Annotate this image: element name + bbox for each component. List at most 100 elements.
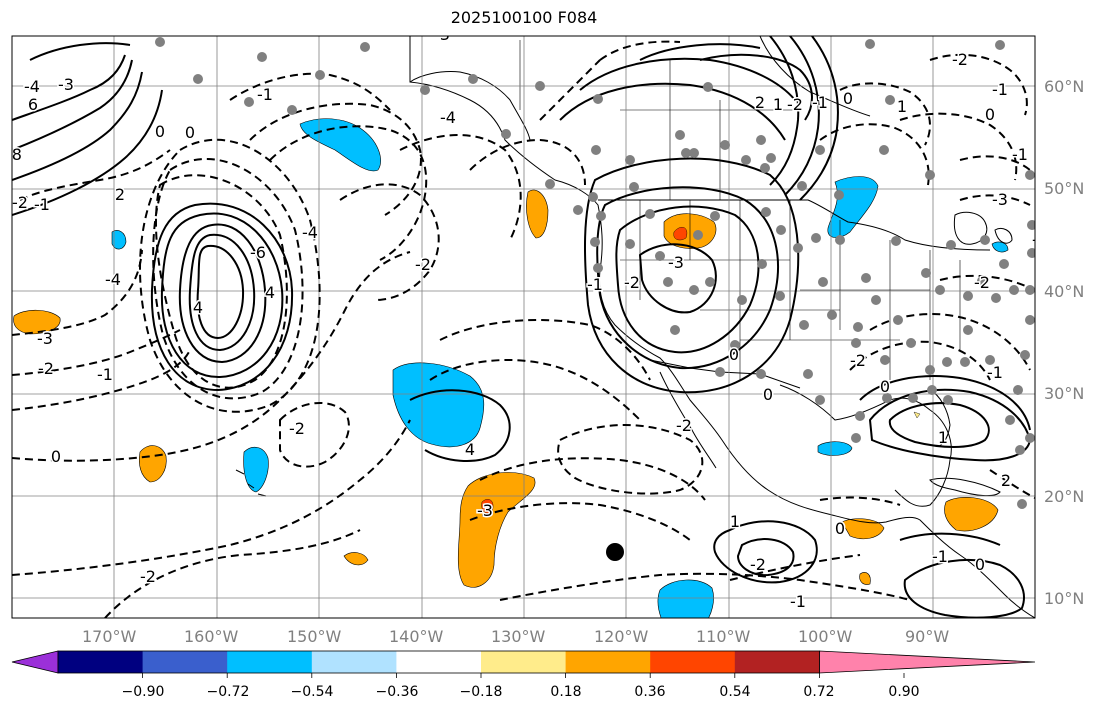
station-dot bbox=[871, 295, 881, 305]
contour-label: -1 bbox=[987, 363, 1003, 382]
station-dot bbox=[593, 263, 603, 273]
contour-label: -1 bbox=[34, 195, 50, 214]
station-dot bbox=[593, 94, 603, 104]
station-dot bbox=[625, 239, 635, 249]
station-dot bbox=[1025, 315, 1035, 325]
station-dot bbox=[1027, 220, 1035, 230]
colorbar-tick-label: 0.54 bbox=[719, 684, 751, 700]
station-dot bbox=[693, 230, 703, 240]
colorbar-segment bbox=[142, 651, 228, 673]
station-dot bbox=[925, 365, 935, 375]
contour-label: -3 bbox=[434, 25, 450, 44]
station-dot bbox=[1020, 350, 1030, 360]
orange-region bbox=[859, 572, 871, 585]
hudson-bay bbox=[759, 36, 871, 117]
contour-label: -2 bbox=[140, 567, 156, 586]
contour-label: -2 bbox=[38, 359, 54, 378]
gridlines bbox=[12, 36, 1035, 618]
contour-label: -4 bbox=[105, 270, 121, 289]
lat-label-20n: 20°N bbox=[1044, 487, 1085, 506]
station-dot bbox=[811, 233, 821, 243]
lat-label-40n: 40°N bbox=[1044, 282, 1085, 301]
contour-label: 1 bbox=[897, 97, 907, 116]
station-dot bbox=[906, 338, 916, 348]
colorbar-tick-label: −0.36 bbox=[375, 684, 419, 700]
orange-region bbox=[944, 497, 999, 532]
station-dot bbox=[815, 395, 825, 405]
station-dot bbox=[985, 355, 995, 365]
station-dot bbox=[1015, 445, 1025, 455]
station-dot bbox=[591, 145, 601, 155]
contour-label: -3 bbox=[668, 253, 684, 272]
station-dot bbox=[865, 39, 875, 49]
station-dot bbox=[963, 325, 973, 335]
lat-label-50n: 50°N bbox=[1044, 179, 1085, 198]
contour-label: -4 bbox=[302, 223, 318, 242]
contour-label: -1 bbox=[1012, 145, 1028, 164]
contour-label: -4 bbox=[24, 77, 40, 96]
orange-region bbox=[841, 518, 885, 540]
station-dot bbox=[420, 85, 430, 95]
station-dot bbox=[645, 209, 655, 219]
station-dot bbox=[960, 357, 970, 367]
station-dot bbox=[879, 145, 889, 155]
colorbar-extend-max bbox=[819, 650, 1036, 674]
contour-label: -3 bbox=[58, 75, 74, 94]
contour-label: 1 bbox=[938, 428, 948, 447]
station-dot bbox=[629, 182, 639, 192]
contour-label: -4 bbox=[440, 108, 456, 127]
station-dot bbox=[797, 181, 807, 191]
station-dot bbox=[761, 207, 771, 217]
colorbar-segment bbox=[734, 651, 820, 673]
colorbar-segment bbox=[650, 651, 736, 673]
colorbar-tick-label: −0.90 bbox=[121, 684, 165, 700]
contour-label: -1 bbox=[587, 275, 603, 294]
station-dot bbox=[980, 235, 990, 245]
station-dot bbox=[710, 211, 720, 221]
station-dot bbox=[1017, 499, 1027, 509]
station-dot bbox=[851, 338, 861, 348]
station-dot bbox=[853, 322, 863, 332]
station-dot bbox=[834, 190, 844, 200]
contour-label: -2 bbox=[952, 50, 968, 69]
contour-label: 0 bbox=[835, 519, 845, 538]
station-dot bbox=[776, 225, 786, 235]
map-frame bbox=[11, 35, 1036, 619]
station-dot bbox=[925, 170, 935, 180]
contour-label: 0 bbox=[51, 447, 61, 466]
station-dot bbox=[921, 268, 931, 278]
contour-label: -1 bbox=[790, 592, 806, 611]
lon-label-170w: 170°W bbox=[82, 627, 137, 646]
contour-label: -1 bbox=[97, 365, 113, 384]
colorbar-tick-label: 0.72 bbox=[803, 684, 835, 700]
gulf-coast bbox=[779, 384, 952, 507]
contour-label: -1 bbox=[257, 85, 273, 104]
state-borders bbox=[409, 36, 961, 380]
contour-label: 0 bbox=[880, 377, 890, 396]
lat-label-60n: 60°N bbox=[1044, 77, 1085, 96]
station-dot bbox=[596, 211, 606, 221]
contour-label: -3 bbox=[37, 329, 53, 348]
contour-label: 0 bbox=[729, 345, 739, 364]
blue-region bbox=[991, 241, 1009, 253]
lat-label-10n: 10°N bbox=[1044, 589, 1085, 608]
contour-label: -2 bbox=[787, 95, 803, 114]
contour-label: -2 bbox=[624, 273, 640, 292]
colorbar-segment bbox=[565, 651, 651, 673]
station-dot bbox=[851, 433, 861, 443]
station-dot bbox=[977, 276, 987, 286]
colorbar-segment bbox=[481, 651, 567, 673]
station-dot bbox=[588, 192, 598, 202]
lon-label-160w: 160°W bbox=[184, 627, 239, 646]
contour-label: 6 bbox=[28, 95, 38, 114]
station-dot bbox=[760, 163, 770, 173]
colorbar-tick-label: −0.72 bbox=[206, 684, 250, 700]
colorbar-segment bbox=[311, 651, 397, 673]
contour-label: 1 bbox=[730, 512, 740, 531]
contour-label: -2 bbox=[415, 255, 431, 274]
blue-region bbox=[392, 362, 485, 448]
station-dot bbox=[360, 42, 370, 52]
contour-label: 4 bbox=[465, 440, 475, 459]
colorbar bbox=[11, 650, 1036, 678]
